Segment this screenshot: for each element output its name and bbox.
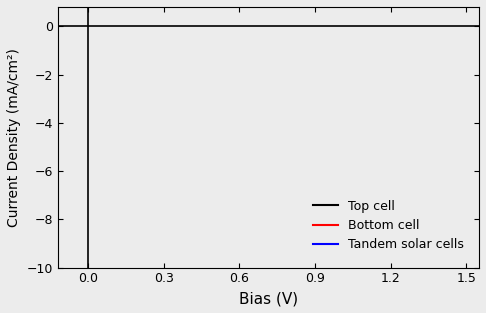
Y-axis label: Current Density (mA/cm²): Current Density (mA/cm²)	[7, 48, 21, 227]
X-axis label: Bias (V): Bias (V)	[239, 291, 298, 306]
Legend: Top cell, Bottom cell, Tandem solar cells: Top cell, Bottom cell, Tandem solar cell…	[308, 195, 469, 256]
